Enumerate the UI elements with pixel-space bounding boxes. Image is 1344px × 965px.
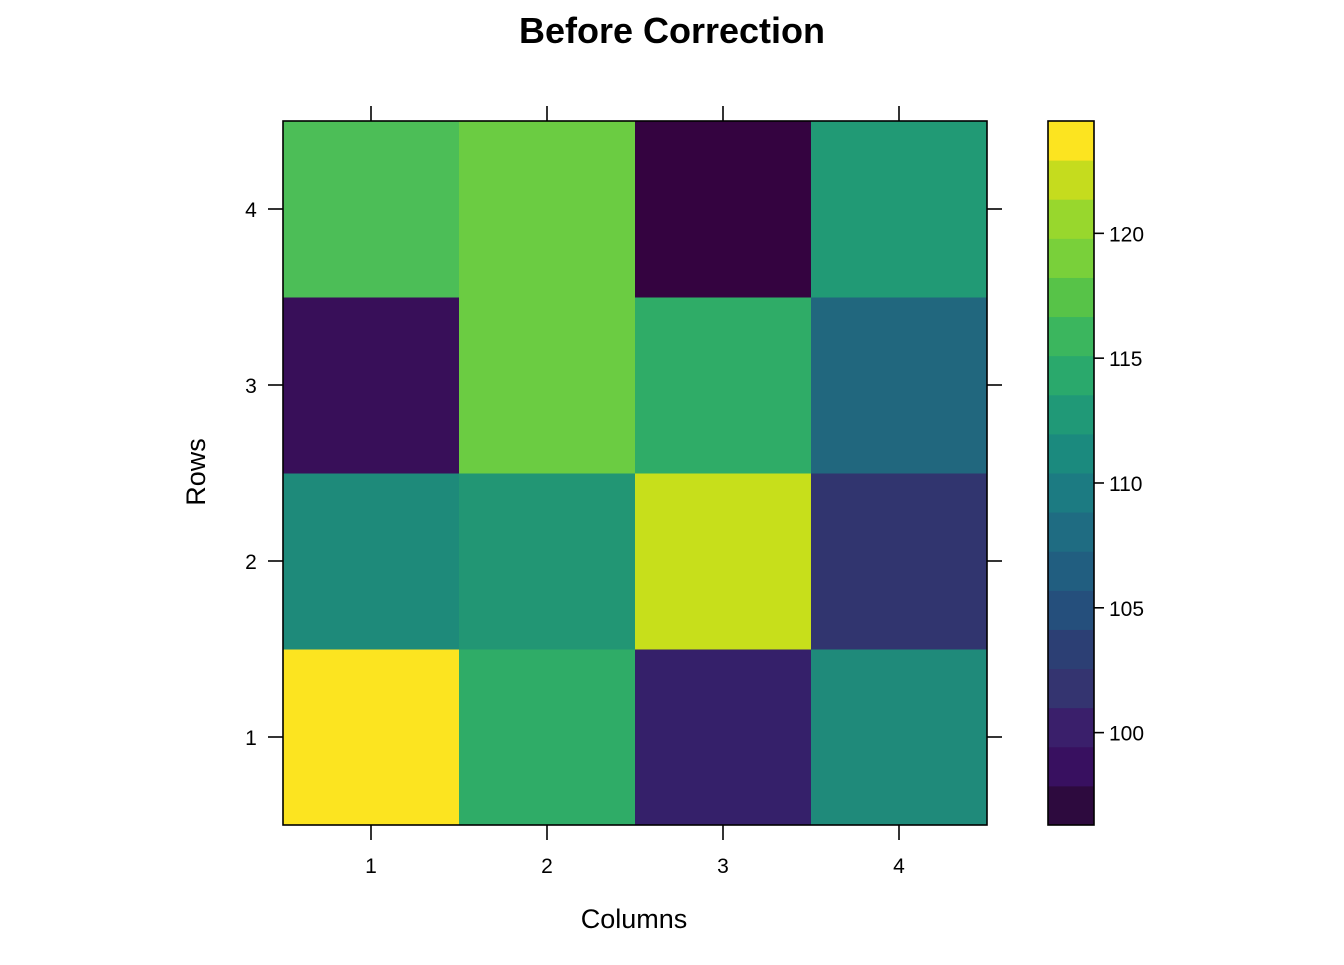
heatmap-cell-r1-c4 [811, 649, 988, 826]
heatmap-cell-r3-c1 [283, 297, 460, 474]
heatmap-cell-r2-c3 [635, 473, 812, 650]
heatmap-cell-r3-c4 [811, 297, 988, 474]
plot-frame [282, 120, 988, 826]
x-tick-label: 3 [717, 855, 729, 878]
colorbar-band [1048, 785, 1094, 826]
chart-title: Before Correction [519, 10, 825, 51]
colorbar-band [1048, 512, 1094, 552]
heatmap-cell-r1-c1 [283, 649, 460, 826]
heatmap-cell-r1-c2 [459, 649, 636, 826]
heatmap-cell-r2-c4 [811, 473, 988, 650]
heatmap-cell-r3-c3 [635, 297, 812, 474]
colorbar-band [1048, 394, 1094, 435]
heatmap-cell-r2-c1 [283, 473, 460, 650]
colorbar-band [1048, 121, 1094, 161]
y-tick-label: 4 [245, 199, 257, 222]
y-axis-label: Rows [181, 438, 211, 506]
y-tick-label: 3 [245, 375, 257, 398]
colorbar-band [1048, 355, 1094, 396]
heatmap-cell-r3-c2 [459, 297, 636, 474]
heatmap-cell-r4-c2 [459, 121, 636, 298]
colorbar-band [1048, 707, 1094, 748]
colorbar-tick-label: 105 [1109, 598, 1144, 621]
heatmap-cell-r4-c4 [811, 121, 988, 298]
heatmap-cell-r2-c2 [459, 473, 636, 650]
x-tick-label: 4 [893, 855, 905, 878]
colorbar-tick-label: 110 [1109, 473, 1142, 496]
colorbar-band [1048, 433, 1094, 474]
colorbar: 100 105 110 115 120 [1047, 120, 1144, 826]
y-tick-label: 1 [245, 727, 257, 750]
x-tick-label: 2 [541, 855, 553, 878]
colorbar-tick-label: 115 [1109, 348, 1142, 371]
axis-ticks: 1 2 3 4 1 2 3 4 [245, 106, 1002, 878]
x-axis-label: Columns [581, 904, 688, 934]
colorbar-band [1048, 551, 1094, 591]
colorbar-frame [1047, 120, 1095, 826]
colorbar-band [1048, 277, 1094, 318]
colorbar-band [1048, 590, 1094, 630]
colorbar-band [1048, 199, 1094, 239]
colorbar-band [1048, 316, 1094, 357]
colorbar-band [1048, 746, 1094, 787]
colorbar-tick-label: 100 [1109, 723, 1144, 746]
heatmap-cell-r4-c1 [283, 121, 460, 298]
x-tick-label: 1 [365, 855, 377, 878]
colorbar-band [1048, 160, 1094, 200]
colorbar-tick-label: 120 [1109, 223, 1144, 246]
heatmap-cell-r1-c3 [635, 649, 812, 826]
colorbar-band [1048, 238, 1094, 278]
y-tick-label: 2 [245, 551, 257, 574]
heatmap-cells [283, 121, 988, 826]
colorbar-band [1048, 629, 1094, 670]
colorbar-band [1048, 473, 1094, 513]
colorbar-band [1048, 668, 1094, 709]
heatmap-cell-r4-c3 [635, 121, 812, 298]
